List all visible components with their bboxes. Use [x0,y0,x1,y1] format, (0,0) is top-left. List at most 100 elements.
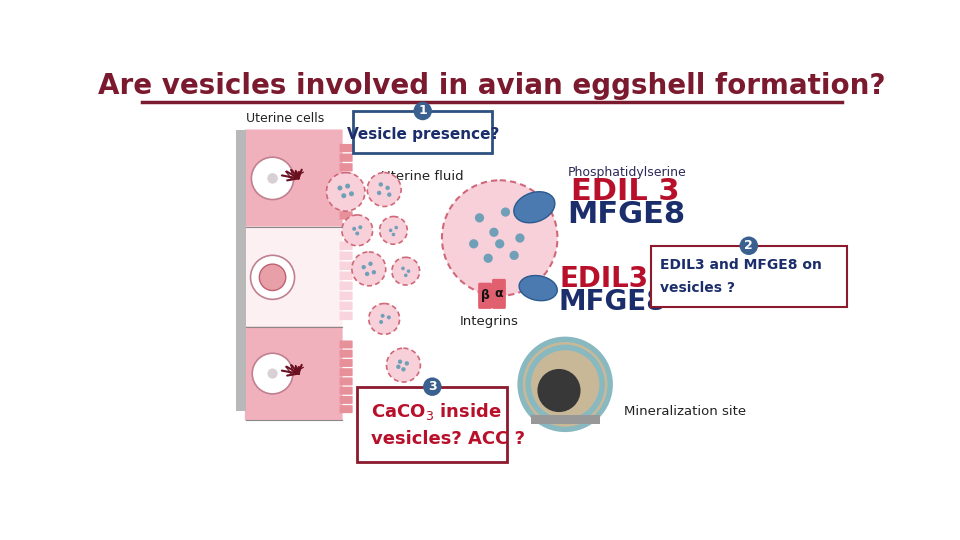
Circle shape [407,269,410,273]
FancyBboxPatch shape [478,283,492,309]
FancyBboxPatch shape [340,350,352,357]
Circle shape [389,228,393,232]
FancyBboxPatch shape [492,279,506,309]
FancyBboxPatch shape [340,144,352,152]
Text: MFGE8: MFGE8 [567,200,685,230]
Circle shape [495,239,504,248]
Circle shape [267,173,277,184]
Circle shape [397,360,402,364]
Circle shape [404,361,409,366]
Text: 3: 3 [428,380,437,393]
Text: Integrins: Integrins [460,315,518,328]
Text: vesicles ?: vesicles ? [660,281,734,295]
Circle shape [517,336,612,432]
Circle shape [362,265,366,269]
Circle shape [396,364,400,369]
FancyBboxPatch shape [340,281,352,290]
Text: MFGE8: MFGE8 [558,288,665,316]
Circle shape [385,186,390,190]
Circle shape [395,226,398,230]
Circle shape [252,157,294,200]
Circle shape [490,228,498,237]
Text: α: α [494,287,503,300]
FancyBboxPatch shape [245,130,343,227]
Circle shape [404,274,408,277]
Text: EDIL 3: EDIL 3 [570,177,679,206]
Text: β: β [481,288,490,301]
FancyBboxPatch shape [245,226,343,328]
Text: Are vesicles involved in avian eggshell formation?: Are vesicles involved in avian eggshell … [98,72,886,100]
Circle shape [739,237,758,255]
Circle shape [251,255,295,299]
Circle shape [352,252,386,286]
Circle shape [423,377,442,396]
Circle shape [352,227,356,231]
Circle shape [342,215,372,246]
FancyBboxPatch shape [353,111,492,153]
Text: Mineralization site: Mineralization site [624,405,747,418]
FancyBboxPatch shape [340,405,352,413]
FancyBboxPatch shape [651,246,847,307]
FancyBboxPatch shape [340,173,352,181]
FancyBboxPatch shape [340,252,352,260]
Circle shape [523,342,608,427]
FancyBboxPatch shape [340,359,352,367]
Circle shape [475,213,484,222]
Bar [531,415,600,424]
Circle shape [368,173,401,206]
Circle shape [516,233,524,242]
Circle shape [369,303,399,334]
FancyBboxPatch shape [357,387,508,462]
FancyBboxPatch shape [340,153,352,162]
Circle shape [326,173,365,211]
Text: Uterine cells: Uterine cells [246,112,324,125]
FancyBboxPatch shape [340,368,352,376]
FancyBboxPatch shape [340,301,352,310]
Circle shape [341,193,347,198]
Circle shape [268,368,277,379]
FancyBboxPatch shape [340,261,352,270]
Circle shape [414,102,432,120]
FancyBboxPatch shape [340,192,352,200]
Text: 2: 2 [744,239,754,252]
FancyBboxPatch shape [340,211,352,220]
Circle shape [358,225,362,229]
Circle shape [538,369,581,412]
Circle shape [259,264,286,291]
FancyBboxPatch shape [340,272,352,280]
Circle shape [501,207,510,217]
Text: Phosphatidylserine: Phosphatidylserine [567,166,686,179]
Circle shape [349,191,354,196]
Text: CaCO$_3$ inside: CaCO$_3$ inside [372,401,502,422]
Circle shape [379,217,407,244]
Circle shape [378,183,383,187]
Circle shape [392,257,420,285]
Text: vesicles? ACC ?: vesicles? ACC ? [372,430,525,448]
FancyBboxPatch shape [340,387,352,395]
Bar [236,130,246,411]
Circle shape [369,261,372,266]
Circle shape [365,272,370,276]
Ellipse shape [519,275,557,301]
Text: Uterine fluid: Uterine fluid [381,170,464,183]
Circle shape [377,191,381,195]
Circle shape [379,320,383,324]
Circle shape [401,367,406,372]
Text: Vesicle presence?: Vesicle presence? [347,126,499,141]
Circle shape [346,184,350,188]
FancyBboxPatch shape [340,241,352,250]
Circle shape [510,251,518,260]
Text: 1: 1 [419,105,427,118]
Circle shape [442,180,558,296]
Circle shape [381,314,385,318]
Circle shape [469,239,478,248]
FancyBboxPatch shape [340,340,352,348]
Circle shape [401,267,405,270]
Circle shape [337,186,343,191]
Circle shape [387,315,391,319]
Text: EDIL3 and MFGE8 on: EDIL3 and MFGE8 on [660,258,822,272]
FancyBboxPatch shape [340,292,352,300]
Circle shape [355,232,359,235]
FancyBboxPatch shape [340,312,352,320]
Circle shape [484,254,492,263]
